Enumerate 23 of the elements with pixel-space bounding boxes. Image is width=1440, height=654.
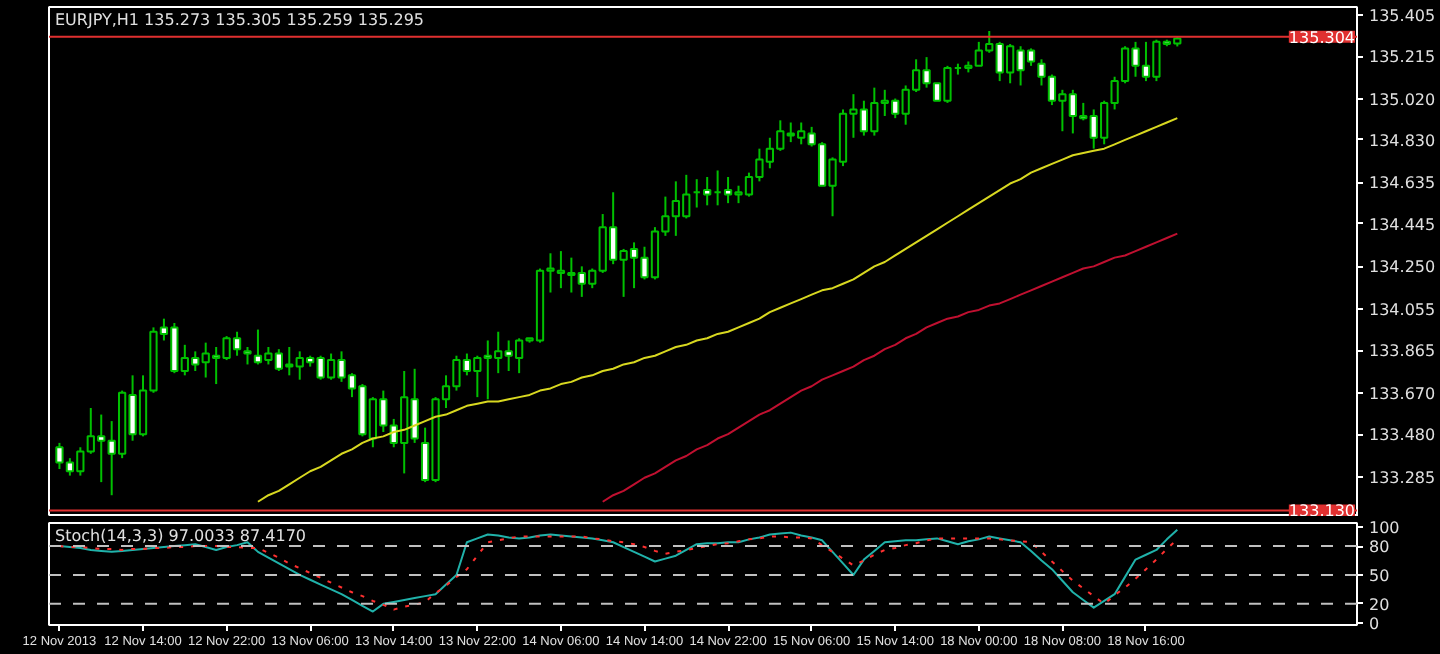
y-tick-label: 133.865 <box>1369 342 1436 361</box>
chart-title: EURJPY,H1 135.273 135.305 135.259 135.295 <box>55 11 425 29</box>
y-tick-label: 0 <box>1369 615 1380 634</box>
y-tick-label: 134.635 <box>1369 174 1436 193</box>
y-tick-label: 50 <box>1369 566 1390 585</box>
chart-title: Stoch(14,3,3) 97.0033 87.4170 <box>55 527 307 545</box>
y-tick-label: 133.670 <box>1369 384 1436 403</box>
y-tick-label: 80 <box>1369 538 1390 557</box>
y-tick-label: 134.445 <box>1369 215 1436 234</box>
y-tick-label: 100 <box>1369 518 1400 537</box>
line-series <box>256 117 1179 503</box>
y-tick-label: 135.215 <box>1369 48 1436 67</box>
y-tick-label: 134.055 <box>1369 300 1436 319</box>
y-tick-label: 133.480 <box>1369 426 1436 445</box>
y-tick-label: 135.020 <box>1369 90 1436 109</box>
y-tick-label: 133.285 <box>1369 468 1436 487</box>
y-tick-label: 20 <box>1369 595 1390 614</box>
y-tick-label: 135.405 <box>1369 6 1436 25</box>
ref-line-label: 135.304 <box>1288 28 1356 47</box>
ref-line-label: 133.130 <box>1288 502 1356 521</box>
y-tick-label: 134.250 <box>1369 258 1436 277</box>
y-tick-label: 134.830 <box>1369 131 1436 150</box>
line-series <box>601 232 1179 503</box>
